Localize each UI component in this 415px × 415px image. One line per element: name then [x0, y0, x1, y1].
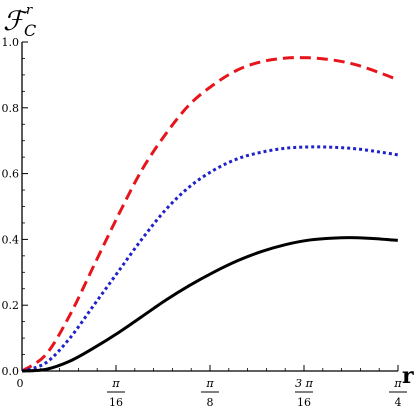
- x-tick-label-numerator: π: [111, 377, 120, 390]
- y-tick-label: 0.0: [2, 365, 20, 378]
- ticks: 0.0 0.2 0.4 0.6 0.8 1.0 0 π 16 π 8 3 π 16 π 4: [2, 36, 407, 409]
- y-axis-title-sup: r: [26, 3, 33, 18]
- x-tick-label-denominator: 4: [395, 396, 402, 409]
- y-tick-label: 0.8: [2, 102, 20, 115]
- x-tick-label-denominator: 16: [297, 396, 311, 409]
- x-tick-label-denominator: 8: [207, 396, 214, 409]
- y-tick-label: 0.2: [2, 299, 20, 312]
- y-axis-title: ℱ r C: [3, 3, 36, 40]
- series-line-dotted: [21, 145, 399, 373]
- y-tick-label: 0.6: [2, 168, 20, 181]
- x-axis-title: r: [402, 363, 414, 389]
- series-layer: [21, 56, 399, 373]
- y-axis-title-sub: C: [24, 21, 36, 40]
- x-tick-label-denominator: 16: [109, 396, 123, 409]
- series-line-solid: [21, 236, 398, 373]
- axes: [21, 42, 398, 372]
- x-tick-label: 0: [17, 377, 24, 390]
- x-tick-label-numerator: π: [205, 377, 214, 390]
- series-line-dashed: [21, 56, 399, 373]
- x-tick-label-numerator: 3 π: [295, 377, 313, 390]
- y-tick-label: 1.0: [2, 36, 20, 49]
- x-tick-label-numerator: π: [393, 377, 402, 390]
- y-tick-label: 0.4: [2, 233, 20, 246]
